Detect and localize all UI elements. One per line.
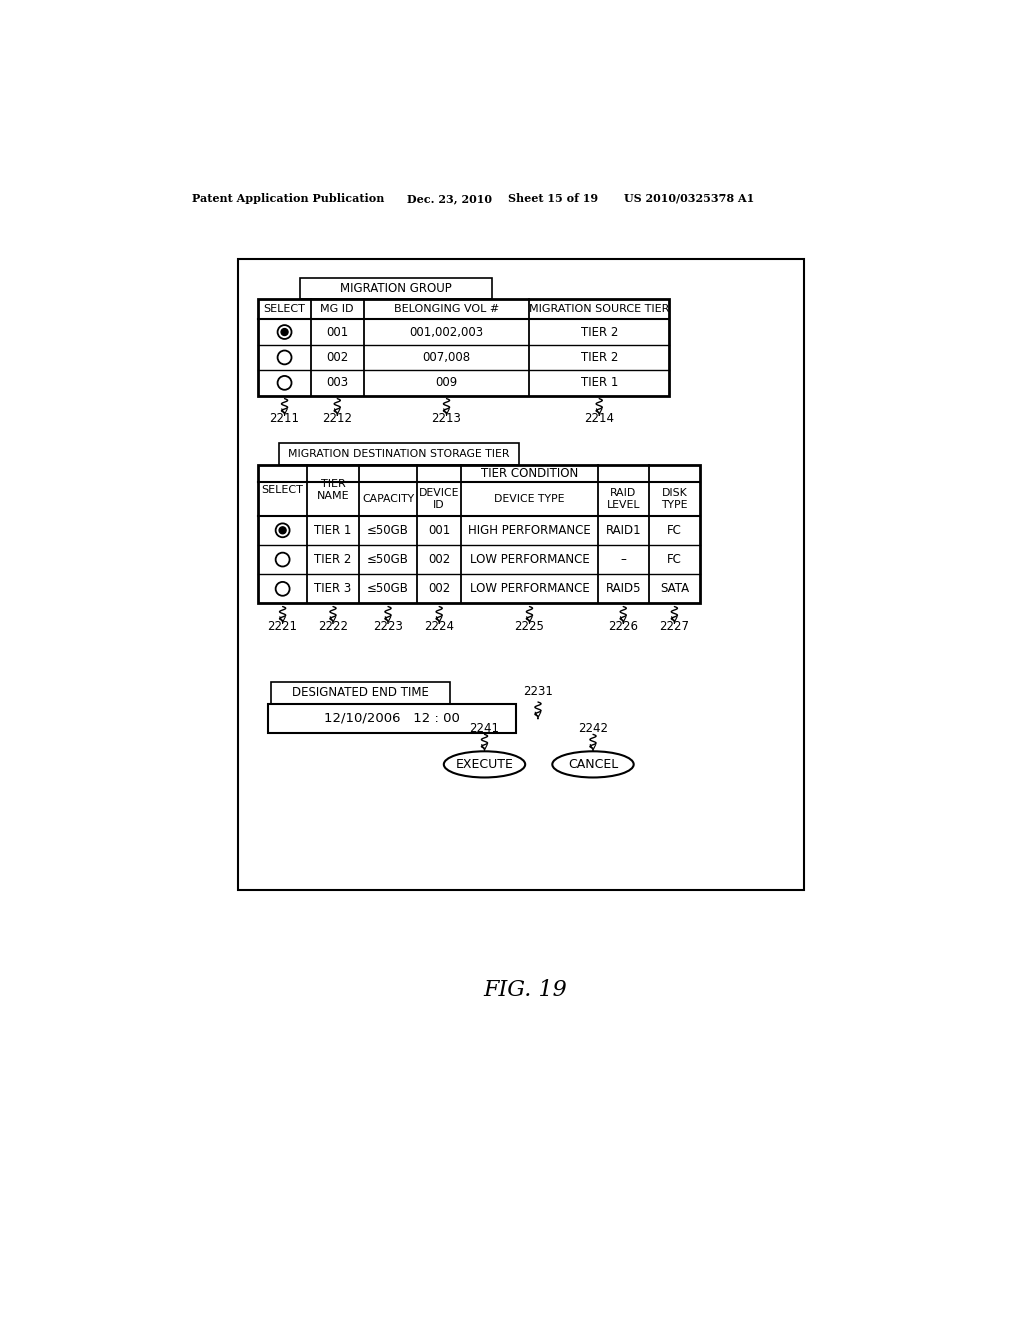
Text: Dec. 23, 2010: Dec. 23, 2010 — [407, 193, 492, 205]
Text: DISK
TYPE: DISK TYPE — [662, 488, 688, 510]
Text: TIER 2: TIER 2 — [314, 553, 351, 566]
Text: Sheet 15 of 19: Sheet 15 of 19 — [508, 193, 598, 205]
Text: Patent Application Publication: Patent Application Publication — [191, 193, 384, 205]
Text: 2226: 2226 — [608, 620, 638, 634]
Text: BELONGING VOL #: BELONGING VOL # — [394, 305, 499, 314]
Text: MG ID: MG ID — [321, 305, 354, 314]
Text: MIGRATION GROUP: MIGRATION GROUP — [340, 282, 452, 296]
Text: DEVICE
ID: DEVICE ID — [419, 488, 460, 510]
Text: CANCEL: CANCEL — [568, 758, 618, 771]
Bar — [258, 300, 669, 396]
Text: CAPACITY: CAPACITY — [361, 494, 414, 504]
Text: 2221: 2221 — [267, 620, 298, 634]
Text: 2241: 2241 — [469, 722, 500, 735]
Text: US 2010/0325378 A1: US 2010/0325378 A1 — [624, 193, 755, 205]
Text: RAID
LEVEL: RAID LEVEL — [606, 488, 640, 510]
Text: 002: 002 — [326, 351, 348, 364]
Text: SELECT: SELECT — [263, 305, 305, 314]
Text: 002: 002 — [428, 553, 451, 566]
Text: SATA: SATA — [659, 582, 689, 595]
Text: TIER
NAME: TIER NAME — [316, 479, 349, 502]
Text: ≤50GB: ≤50GB — [367, 524, 409, 537]
Text: ≤50GB: ≤50GB — [367, 553, 409, 566]
Text: MIGRATION SOURCE TIER: MIGRATION SOURCE TIER — [529, 305, 670, 314]
Text: HIGH PERFORMANCE: HIGH PERFORMANCE — [468, 524, 591, 537]
Text: –: – — [621, 553, 626, 566]
Text: TIER 1: TIER 1 — [581, 376, 617, 389]
Text: 2227: 2227 — [659, 620, 689, 634]
Text: EXECUTE: EXECUTE — [456, 758, 513, 771]
Text: 007,008: 007,008 — [423, 351, 471, 364]
Circle shape — [281, 329, 288, 335]
Text: 001: 001 — [428, 524, 451, 537]
Text: 003: 003 — [327, 376, 348, 389]
Bar — [238, 259, 804, 890]
Circle shape — [280, 527, 286, 533]
Text: 2222: 2222 — [318, 620, 348, 634]
Bar — [258, 465, 700, 603]
Text: 2231: 2231 — [523, 685, 553, 698]
Text: RAID5: RAID5 — [605, 582, 641, 595]
Text: 2223: 2223 — [373, 620, 403, 634]
Text: ≤50GB: ≤50GB — [367, 582, 409, 595]
Bar — [268, 704, 516, 733]
Text: TIER 1: TIER 1 — [314, 524, 351, 537]
Bar — [280, 444, 519, 465]
Text: SELECT: SELECT — [262, 486, 303, 495]
Text: LOW PERFORMANCE: LOW PERFORMANCE — [470, 553, 590, 566]
Text: 2214: 2214 — [585, 412, 614, 425]
Bar — [300, 277, 493, 300]
Text: 12/10/2006   12 : 00: 12/10/2006 12 : 00 — [325, 711, 460, 725]
Text: FIG. 19: FIG. 19 — [483, 979, 566, 1001]
Text: LOW PERFORMANCE: LOW PERFORMANCE — [470, 582, 590, 595]
Text: 2224: 2224 — [424, 620, 455, 634]
Text: 001,002,003: 001,002,003 — [410, 326, 483, 338]
Text: 009: 009 — [435, 376, 458, 389]
Text: TIER 3: TIER 3 — [314, 582, 351, 595]
Text: TIER CONDITION: TIER CONDITION — [481, 467, 579, 480]
Text: 2242: 2242 — [578, 722, 608, 735]
Text: TIER 2: TIER 2 — [581, 326, 617, 338]
Text: 001: 001 — [326, 326, 348, 338]
Text: FC: FC — [667, 553, 682, 566]
Text: FC: FC — [667, 524, 682, 537]
Text: TIER 2: TIER 2 — [581, 351, 617, 364]
Text: 2225: 2225 — [514, 620, 545, 634]
Bar — [271, 682, 450, 704]
Text: RAID1: RAID1 — [605, 524, 641, 537]
Text: DESIGNATED END TIME: DESIGNATED END TIME — [292, 686, 429, 700]
Text: MIGRATION DESTINATION STORAGE TIER: MIGRATION DESTINATION STORAGE TIER — [289, 449, 510, 459]
Text: 2212: 2212 — [323, 412, 352, 425]
Text: DEVICE TYPE: DEVICE TYPE — [495, 494, 564, 504]
Text: 2213: 2213 — [431, 412, 462, 425]
Text: 002: 002 — [428, 582, 451, 595]
Text: 2211: 2211 — [269, 412, 300, 425]
